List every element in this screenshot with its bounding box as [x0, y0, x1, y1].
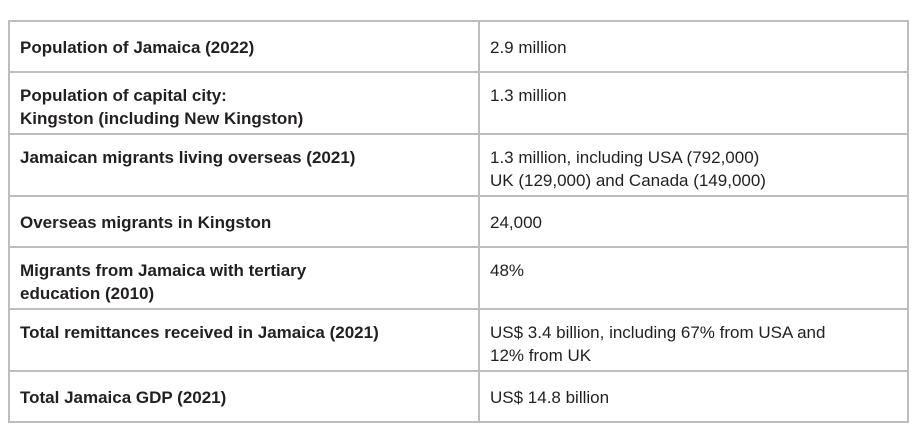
row-label: Overseas migrants in Kingston — [8, 195, 480, 248]
value-line: 12% from UK — [490, 346, 592, 365]
row-value: US$ 3.4 billion, including 67% from USA … — [478, 308, 909, 372]
table-row: Total remittances received in Jamaica (2… — [8, 308, 909, 372]
row-value: 1.3 million — [478, 71, 909, 135]
label-line: education (2010) — [20, 284, 155, 303]
table-row: Overseas migrants in Kingston 24,000 — [8, 195, 909, 248]
row-label: Population of Jamaica (2022) — [8, 20, 480, 73]
value-line: 24,000 — [490, 213, 542, 232]
row-value: 2.9 million — [478, 20, 909, 73]
label-line: Total Jamaica GDP (2021) — [20, 388, 227, 407]
label-line: Jamaican migrants living overseas (2021) — [20, 148, 356, 167]
row-value: 48% — [478, 246, 909, 310]
label-line: Population of Jamaica (2022) — [20, 38, 255, 57]
value-line: US$ 3.4 billion, including 67% from USA … — [490, 323, 826, 342]
table-row: Population of Jamaica (2022) 2.9 million — [8, 20, 909, 73]
value-line: 48% — [490, 261, 525, 280]
value-line: UK (129,000) and Canada (149,000) — [490, 171, 766, 190]
value-line: 1.3 million — [490, 86, 567, 105]
label-line: Overseas migrants in Kingston — [20, 213, 272, 232]
row-label: Total remittances received in Jamaica (2… — [8, 308, 480, 372]
table-row: Jamaican migrants living overseas (2021)… — [8, 133, 909, 197]
label-line: Population of capital city: — [20, 86, 227, 105]
jamaica-facts-table: Population of Jamaica (2022) 2.9 million… — [8, 20, 909, 423]
row-value: 1.3 million, including USA (792,000) UK (… — [478, 133, 909, 197]
table-row: Migrants from Jamaica with tertiary educa… — [8, 246, 909, 310]
label-line: Migrants from Jamaica with tertiary — [20, 261, 307, 280]
row-value: US$ 14.8 billion — [478, 370, 909, 423]
table-row: Population of capital city: Kingston (inc… — [8, 71, 909, 135]
value-line: 2.9 million — [490, 38, 567, 57]
row-label: Population of capital city: Kingston (inc… — [8, 71, 480, 135]
value-line: US$ 14.8 billion — [490, 388, 610, 407]
value-line: 1.3 million, including USA (792,000) — [490, 148, 760, 167]
row-label: Jamaican migrants living overseas (2021) — [8, 133, 480, 197]
table-row: Total Jamaica GDP (2021) US$ 14.8 billio… — [8, 370, 909, 423]
row-value: 24,000 — [478, 195, 909, 248]
label-line: Kingston (including New Kingston) — [20, 109, 304, 128]
row-label: Migrants from Jamaica with tertiary educa… — [8, 246, 480, 310]
row-label: Total Jamaica GDP (2021) — [8, 370, 480, 423]
label-line: Total remittances received in Jamaica (2… — [20, 323, 379, 342]
